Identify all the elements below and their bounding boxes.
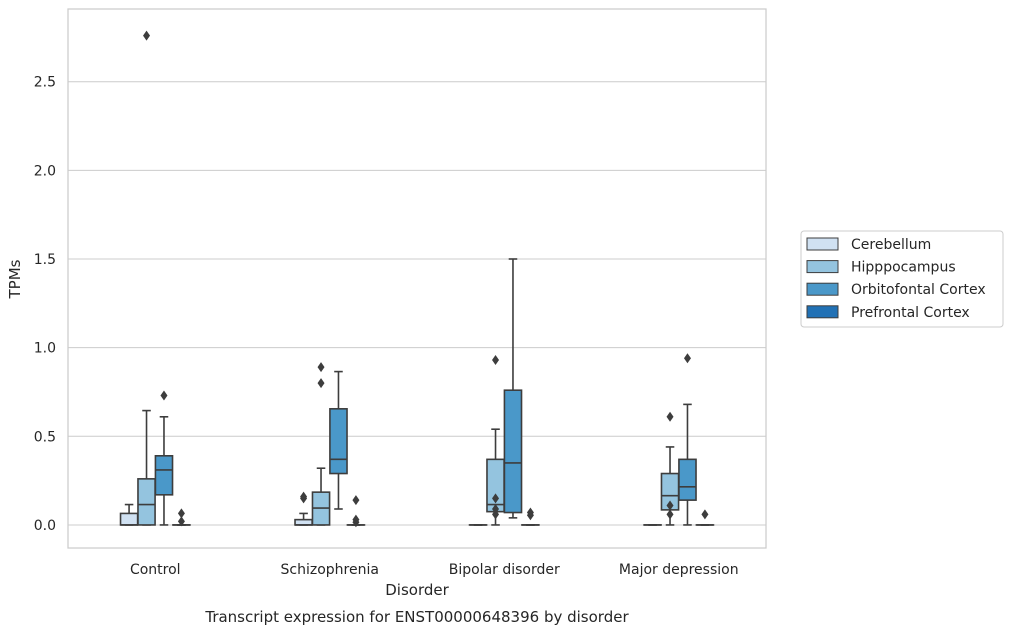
- x-tick-label: Bipolar disorder: [449, 562, 560, 578]
- legend-swatch: [806, 260, 839, 274]
- outlier-point: [177, 508, 185, 519]
- plot-frame: [67, 8, 767, 549]
- outlier-point: [177, 516, 185, 527]
- iqr-box: [329, 408, 348, 475]
- outlier-point: [317, 378, 325, 389]
- outlier-point: [666, 509, 674, 520]
- outlier-point: [352, 514, 360, 525]
- outlier-point: [666, 411, 674, 422]
- chart-caption: Transcript expression for ENST0000064839…: [204, 608, 629, 626]
- legend-label: Prefrontal Cortex: [851, 305, 970, 321]
- legend-swatch: [806, 237, 839, 251]
- y-tick-label: 1.5: [34, 252, 56, 268]
- box-0-1: [294, 491, 313, 526]
- box-2-3: [678, 353, 697, 526]
- iqr-box: [154, 455, 174, 496]
- outlier-point: [492, 503, 500, 514]
- outlier-point: [526, 507, 534, 518]
- legend: Cerebellum Hipppocampus Orbitofontal Corte…: [800, 230, 1004, 328]
- y-axis-title: TPMs: [6, 259, 24, 299]
- outlier-point: [352, 495, 360, 506]
- box-2-1: [329, 370, 348, 510]
- box-series-group: [119, 30, 715, 528]
- box-1-1: [311, 362, 331, 526]
- x-tick-label: Control: [130, 562, 181, 578]
- iqr-box: [137, 478, 156, 526]
- box-3-0: [172, 508, 191, 527]
- legend-swatch: [806, 305, 839, 319]
- outlier-point: [300, 491, 308, 502]
- outlier-point: [492, 493, 500, 504]
- y-tick-label: 0.5: [34, 429, 56, 445]
- y-tick-label: 0.0: [34, 518, 56, 534]
- outlier-point: [666, 500, 674, 511]
- outlier-point: [143, 30, 151, 41]
- legend-frame: [800, 230, 1004, 328]
- y-tick-labels: 0.0 0.5 1.0 1.5 2.0 2.5: [34, 75, 56, 534]
- outlier-point: [683, 353, 691, 364]
- legend-label: Orbitofontal Cortex: [851, 282, 986, 298]
- y-tick-label: 2.5: [34, 75, 56, 91]
- y-tick-label: 1.0: [34, 341, 56, 357]
- iqr-box: [678, 458, 697, 501]
- outlier-point: [701, 509, 709, 520]
- box-1-3: [660, 411, 680, 526]
- x-axis-title: Disorder: [385, 581, 449, 599]
- box-3-2: [521, 507, 540, 526]
- outlier-point: [492, 509, 500, 520]
- box-2-0: [154, 390, 174, 526]
- legend-swatch: [806, 282, 839, 296]
- outlier-point: [492, 355, 500, 366]
- outlier-point: [160, 390, 168, 401]
- legend-label: Cerebellum: [851, 237, 931, 253]
- box-3-3: [695, 509, 715, 526]
- outlier-point: [317, 362, 325, 373]
- iqr-box: [503, 389, 523, 514]
- legend-label: Hipppocampus: [851, 260, 956, 276]
- y-tick-label: 2.0: [34, 163, 56, 179]
- x-tick-labels: Control Schizophrenia Bipolar disorder Majo…: [130, 562, 739, 578]
- iqr-box: [119, 512, 139, 526]
- box-2-2: [503, 258, 523, 519]
- x-tick-label: Schizophrenia: [281, 562, 379, 578]
- x-tick-label: Major depression: [619, 562, 739, 578]
- box-3-1: [346, 495, 366, 528]
- box-1-0: [137, 30, 156, 526]
